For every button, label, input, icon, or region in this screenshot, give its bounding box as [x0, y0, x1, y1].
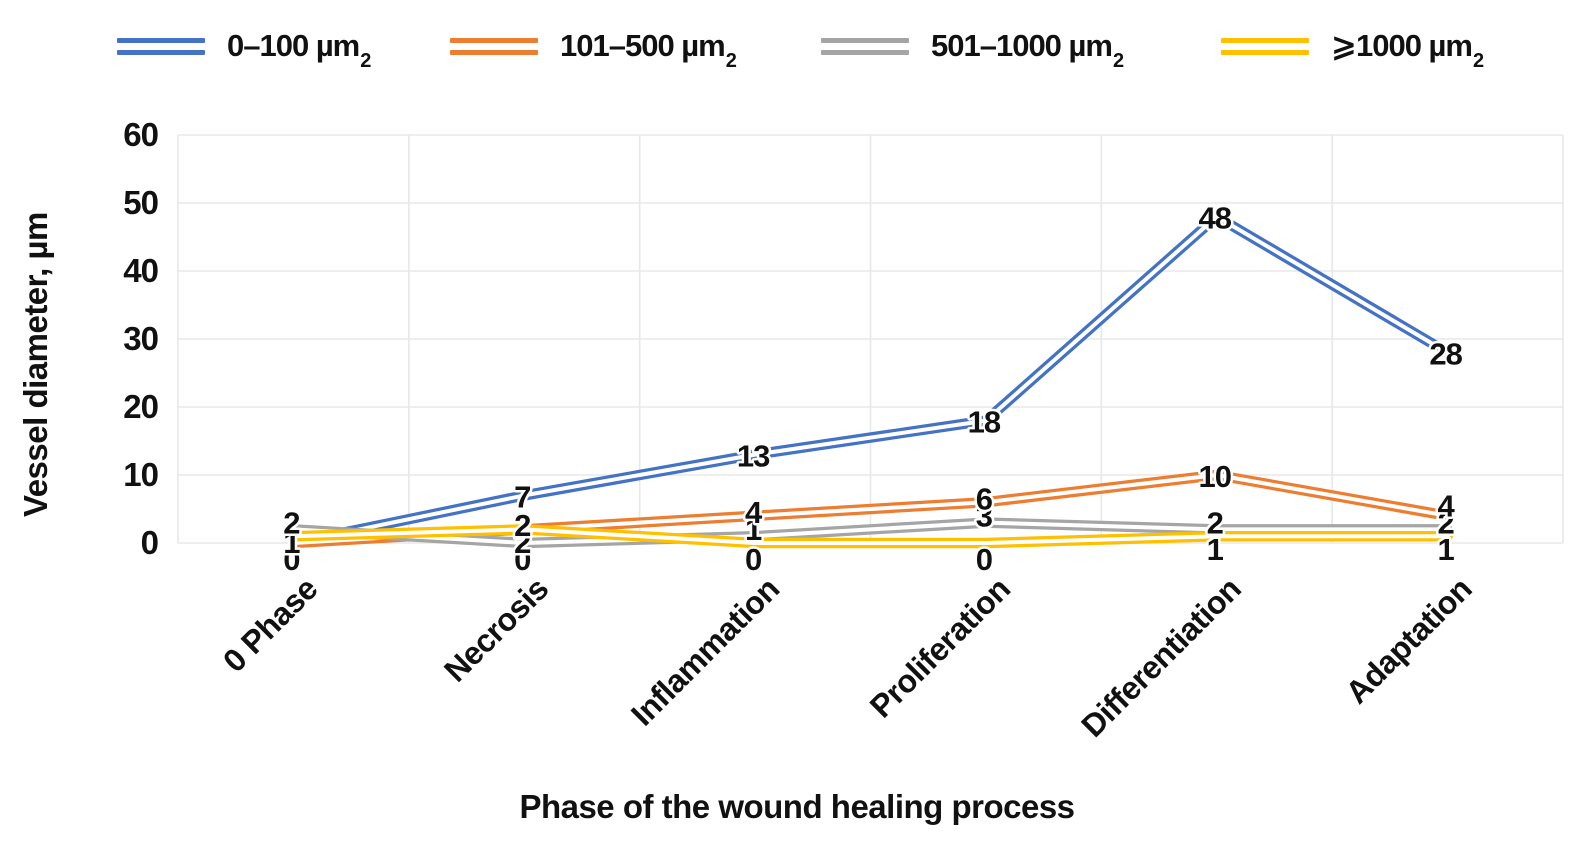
x-category-label: Necrosis [437, 570, 555, 688]
data-label: 2 [283, 505, 299, 540]
legend-item-1: 101–500 µm2 [450, 26, 737, 73]
data-label: 0 [283, 542, 299, 577]
legend-line-swatch [821, 37, 909, 55]
y-tick-label: 60 [123, 116, 158, 153]
y-tick-label: 0 [141, 524, 158, 561]
data-label: 0 [283, 542, 299, 577]
legend-item-0: 0–100 µm2 [117, 26, 371, 73]
legend-line-swatch [1221, 37, 1309, 55]
x-category-label: Adaptation [1338, 570, 1478, 710]
data-label: 2 [514, 525, 530, 560]
data-label: 2 [1207, 505, 1223, 540]
y-tick-label: 10 [123, 456, 158, 493]
data-label: 2 [1437, 505, 1453, 540]
data-label: 0 [514, 542, 530, 577]
legend-label: 0–100 µm2 [227, 28, 371, 73]
series-line-2 [288, 517, 1453, 549]
data-label: 48 [1199, 201, 1232, 236]
y-tick-label: 20 [123, 388, 158, 425]
data-label: 3 [976, 499, 993, 534]
data-label: 1 [1207, 532, 1224, 567]
x-category-label: Differentiation [1074, 570, 1248, 744]
data-label: 18 [968, 405, 1001, 440]
legend-label: ⩾1000 µm2 [1331, 28, 1484, 73]
data-label: 28 [1429, 337, 1462, 372]
data-label: 1 [283, 525, 300, 560]
data-label: 6 [976, 482, 993, 517]
x-category-label: Inflammation [624, 570, 786, 732]
y-tick-label: 40 [123, 252, 158, 289]
data-label: 1 [745, 512, 762, 547]
x-category-label: 0 Phase [216, 570, 325, 679]
y-tick-label: 50 [123, 184, 158, 221]
series-line-0 [288, 211, 1453, 549]
y-axis-title: Vessel diameter, µm [17, 212, 54, 518]
x-axis-title: Phase of the wound healing process [519, 788, 1075, 825]
data-label: 10 [1199, 459, 1231, 494]
data-label: 0 [976, 542, 992, 577]
data-label: 0 [745, 542, 761, 577]
legend-line-swatch [450, 37, 538, 55]
data-label: 7 [514, 479, 530, 514]
chart-legend: 0–100 µm2 101–500 µm2 501–1000 µm2 ⩾1000 µm… [0, 0, 1594, 90]
data-label: 4 [745, 495, 763, 530]
x-category-label: Proliferation [863, 570, 1017, 724]
legend-label: 501–1000 µm2 [931, 28, 1124, 73]
y-tick-label: 30 [123, 320, 158, 357]
data-label: 1 [1437, 532, 1454, 567]
legend-item-2: 501–1000 µm2 [821, 26, 1124, 73]
legend-label: 101–500 µm2 [560, 28, 737, 73]
data-label: 2 [514, 508, 530, 543]
series-line-3 [288, 524, 1453, 549]
legend-item-3: ⩾1000 µm2 [1221, 26, 1484, 73]
data-label: 13 [737, 439, 770, 474]
data-label: 4 [1437, 488, 1455, 523]
legend-line-swatch [117, 37, 205, 55]
